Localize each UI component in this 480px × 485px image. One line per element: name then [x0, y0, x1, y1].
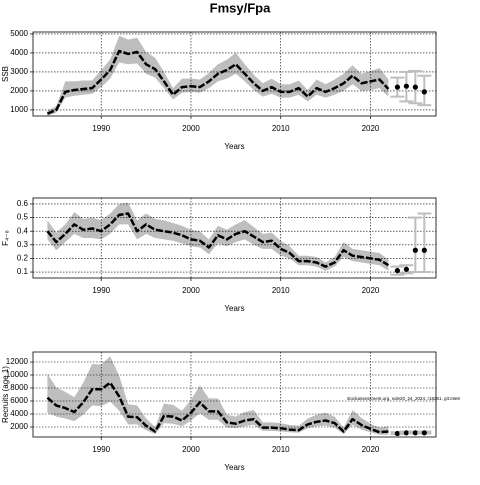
projection-point: [403, 83, 409, 89]
x-tick-label: 2010: [272, 445, 290, 454]
plot-frame: [32, 31, 437, 117]
x-tick-label: 2020: [362, 286, 380, 295]
y-tick-label: 3000: [10, 67, 28, 76]
x-tick-label: 1990: [92, 286, 110, 295]
x-tick-label: 1990: [92, 124, 110, 133]
y-tick-label: 2000: [10, 422, 28, 431]
x-axis-label: Years: [224, 304, 244, 313]
x-axis-label: Years: [224, 463, 244, 472]
projection-point: [421, 430, 427, 436]
line: [46, 381, 389, 434]
x-axis-label: Years: [224, 142, 244, 151]
projection-point: [394, 84, 401, 90]
x-tick-label: 2020: [362, 445, 380, 454]
y-tick-label: 0.2: [17, 254, 29, 263]
projection-point: [394, 430, 401, 437]
y-tick-label: 8000: [10, 383, 28, 392]
y-tick-label: 5000: [10, 29, 28, 38]
y-tick-label: 0.5: [17, 213, 29, 222]
x-tick-label: 2010: [272, 286, 290, 295]
y-tick-label: 10000: [6, 370, 29, 379]
y-tick-label: 0.3: [17, 240, 29, 249]
projection-point: [421, 89, 427, 95]
line: [46, 49, 390, 115]
y-tick-label: 0.4: [17, 226, 29, 235]
x-tick-label: 2000: [182, 286, 200, 295]
y-axis-label: SSB: [1, 66, 10, 82]
projection-point: [412, 247, 418, 253]
x-tick-label: 2020: [362, 124, 380, 133]
x-tick-label: 2010: [272, 124, 290, 133]
y-tick-label: 4000: [10, 409, 28, 418]
y-tick-label: 0.1: [17, 267, 29, 276]
y-tick-label: 2000: [10, 86, 28, 95]
plot-frame: [32, 197, 437, 279]
y-tick-label: 0.6: [17, 199, 29, 208]
x-tick-label: 2000: [182, 124, 200, 133]
projection-point: [412, 430, 418, 436]
y-axis-label: Recruits (age 1): [1, 366, 10, 423]
y-tick-label: 1000: [10, 105, 28, 114]
annotation: stockassessment.org, sole20_24_2024, r18…: [347, 396, 460, 401]
plot-frame: [32, 351, 437, 438]
confidence-band: [47, 356, 389, 435]
confidence-band: [47, 35, 389, 116]
y-tick-label: 4000: [10, 48, 28, 57]
y-tick-label: 6000: [10, 396, 28, 405]
line: [46, 212, 390, 268]
projection-point: [421, 247, 427, 253]
projection-point: [412, 84, 418, 90]
y-tick-label: 12000: [6, 357, 29, 366]
x-tick-label: 1990: [92, 445, 110, 454]
projection-point: [403, 266, 409, 272]
projection-point: [394, 268, 401, 274]
x-tick-label: 2000: [182, 445, 200, 454]
projection-point: [403, 430, 409, 436]
chart-title: Fmsy/Fpa: [210, 0, 271, 15]
y-axis-label: F₄₋₈: [1, 230, 10, 246]
